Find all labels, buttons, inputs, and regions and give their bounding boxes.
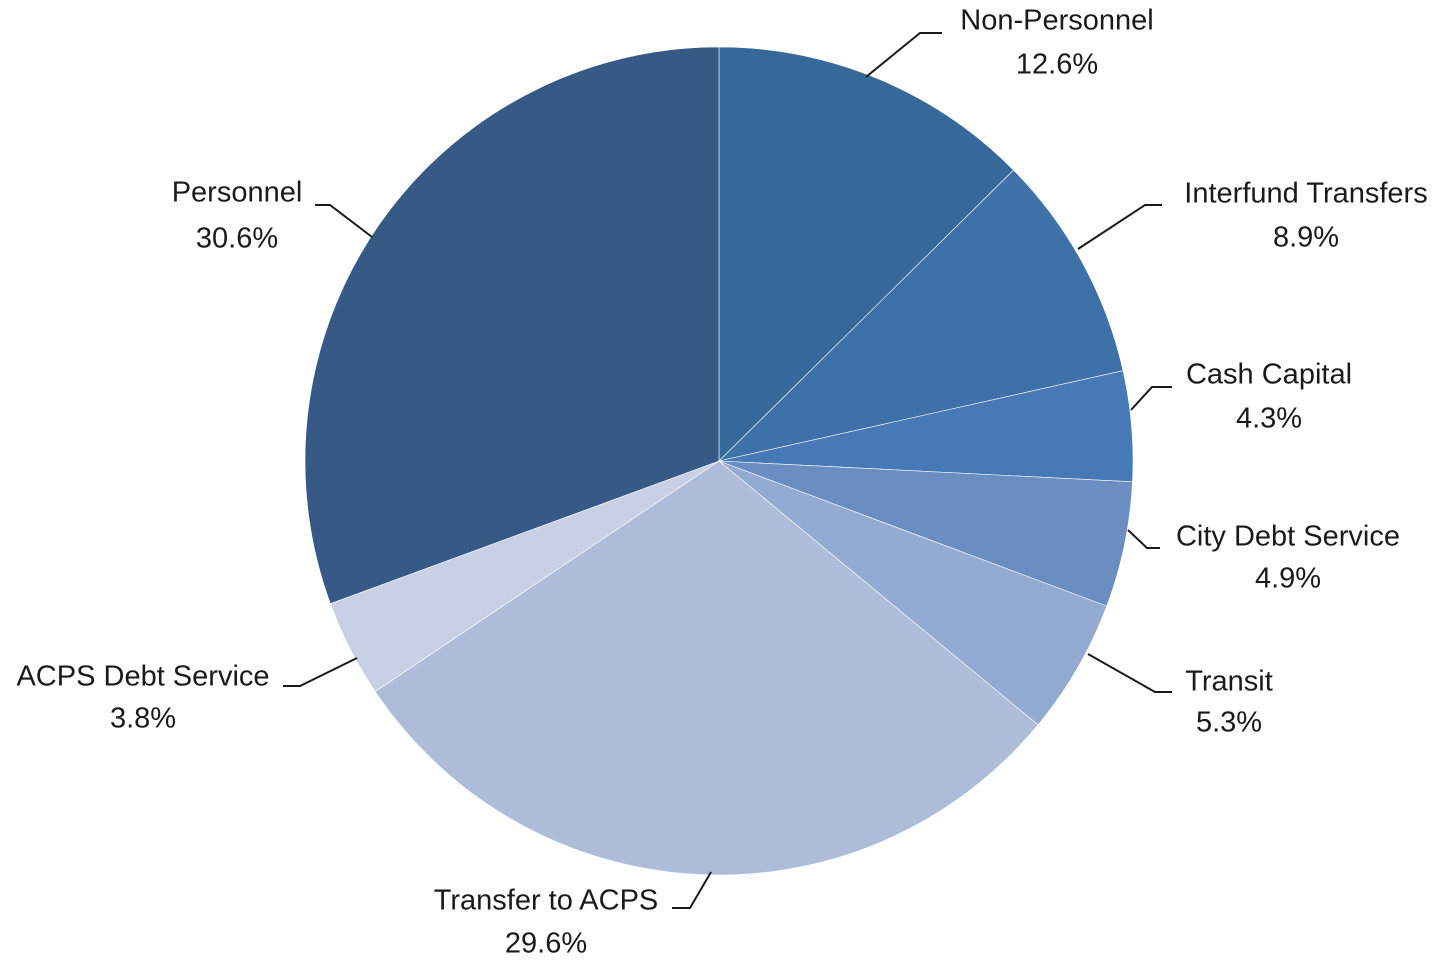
pie-slice — [374, 460, 1039, 876]
slice-label: ACPS Debt Service — [16, 661, 269, 693]
pie-slice — [718, 46, 1015, 462]
leader-line — [315, 204, 373, 238]
leader-line — [865, 32, 942, 78]
slice-label: City Debt Service — [1176, 521, 1400, 553]
pie-slice — [718, 460, 1108, 726]
pie-slice — [718, 169, 1124, 462]
slice-value-label: 5.3% — [1196, 707, 1262, 739]
slice-label: Personnel — [172, 177, 303, 209]
slice-label: Interfund Transfers — [1184, 178, 1427, 210]
leader-line — [1087, 653, 1172, 693]
slice-value-label: 12.6% — [1016, 49, 1098, 81]
leader-line — [1130, 386, 1172, 411]
slice-value-label: 4.9% — [1255, 563, 1321, 595]
slice-value-label: 8.9% — [1273, 222, 1339, 254]
slice-value-label: 29.6% — [505, 928, 587, 960]
leader-line — [672, 871, 712, 909]
leader-line — [283, 657, 358, 687]
slice-value-label: 4.3% — [1236, 403, 1302, 435]
leader-line — [1127, 529, 1160, 549]
leader-line — [1077, 204, 1162, 250]
slice-label: Cash Capital — [1186, 359, 1352, 391]
slice-label: Non-Personnel — [960, 5, 1153, 37]
slice-label: Transfer to ACPS — [434, 885, 659, 917]
slice-value-label: 3.8% — [110, 703, 176, 735]
slice-value-label: 30.6% — [196, 223, 278, 255]
slice-label: Transit — [1185, 666, 1273, 698]
pie-slice — [304, 46, 720, 605]
